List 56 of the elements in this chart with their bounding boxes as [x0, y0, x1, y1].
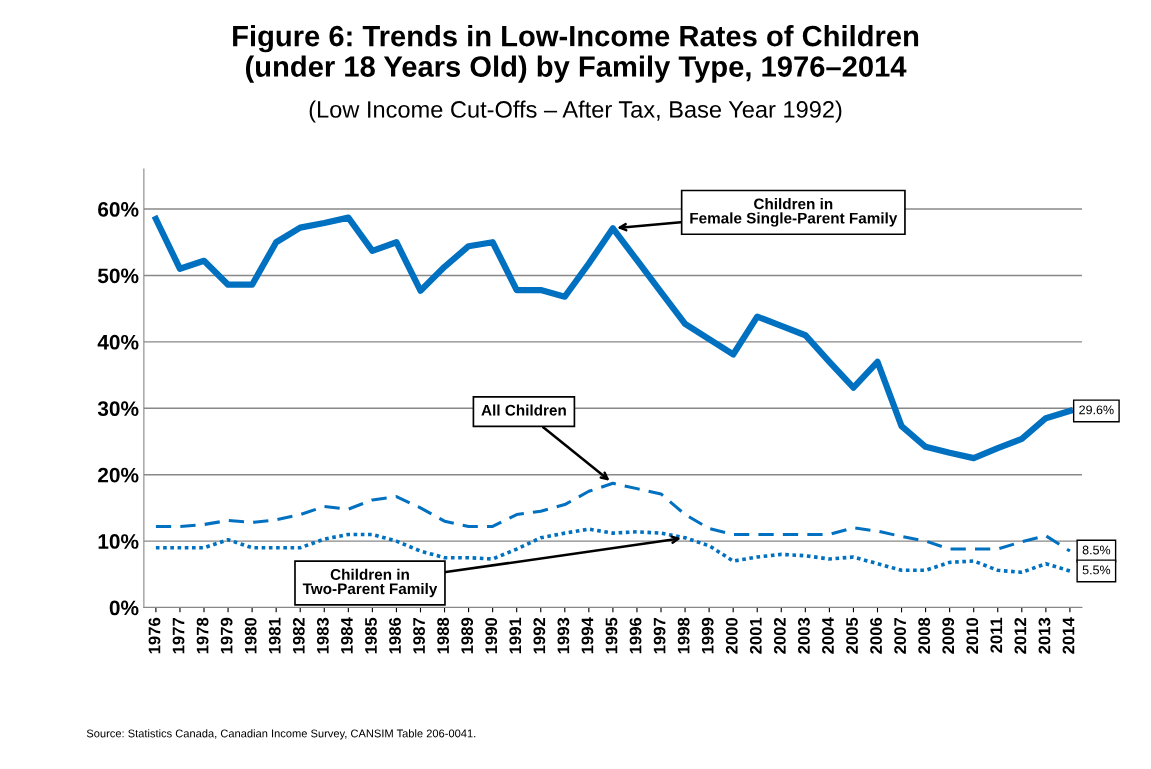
- x-tick-label: 2007: [894, 617, 907, 654]
- x-tick-label: 1980: [244, 617, 257, 654]
- annotation: Children in Female Single-Parent Family: [690, 198, 898, 227]
- line-series: [154, 481, 1072, 553]
- x-tick-label: 1991: [509, 617, 522, 654]
- y-tick-label: 10%: [98, 534, 139, 549]
- x-tick-label: 1986: [389, 617, 401, 654]
- x-tick-label: 1994: [581, 617, 594, 654]
- x-tick-label: 1981: [268, 617, 281, 654]
- x-tick-label: 2000: [725, 617, 738, 654]
- x-tick-label: 2009: [942, 617, 955, 654]
- x-tick-label: 2008: [918, 617, 931, 654]
- x-tick-label: 1985: [365, 617, 377, 654]
- x-tick-label: 1983: [316, 617, 329, 654]
- x-tick-label: 1997: [653, 617, 666, 654]
- data-label: 8.5%: [1082, 545, 1111, 555]
- x-tick-label: 1982: [292, 617, 305, 654]
- x-tick-label: 2006: [870, 617, 882, 654]
- x-tick-label: 1977: [172, 617, 185, 654]
- x-tick-label: 1993: [557, 617, 570, 654]
- x-tick-label: 1995: [605, 617, 618, 654]
- x-tick-label: 2013: [1038, 617, 1051, 654]
- y-tick-label: 40%: [97, 334, 139, 350]
- y-tick-label: 50%: [97, 268, 139, 284]
- x-tick-label: 1992: [533, 617, 546, 654]
- x-tick-label: 1984: [341, 617, 353, 654]
- x-tick-label: 2011: [990, 617, 1003, 653]
- y-tick-label: 60%: [98, 202, 139, 217]
- x-tick-label: 2005: [846, 617, 858, 654]
- x-tick-label: 1988: [437, 617, 450, 654]
- source-note: Source: Statistics Canada, Canadian Income Survey, CANSIM Table 206-0041.: [86, 729, 476, 740]
- x-tick-label: 1996: [629, 617, 642, 654]
- x-tick-label: 2001: [749, 617, 762, 654]
- x-tick-label: 2014: [1062, 617, 1075, 654]
- x-tick-label: 1998: [677, 617, 690, 654]
- data-label: 29.6%: [1079, 405, 1114, 415]
- data-label: 5.5%: [1082, 565, 1111, 575]
- annotation: Children in Two-Parent Family: [302, 568, 438, 598]
- annotation: All Children: [481, 404, 566, 416]
- x-tick-label: 2004: [822, 617, 834, 654]
- y-tick-label: 20%: [98, 467, 139, 483]
- chart-subtitle: (Low Income Cut-Offs – After Tax, Base Year 1992): [309, 100, 842, 123]
- x-tick-label: 1987: [413, 617, 425, 654]
- x-tick-label: 1979: [220, 617, 233, 654]
- y-tick-label: 0%: [109, 600, 139, 616]
- y-tick-label: 30%: [97, 401, 139, 417]
- x-tick-label: 2010: [966, 617, 979, 654]
- x-tick-label: 2003: [798, 617, 810, 654]
- chart-title: Figure 6: Trends in Low-Income Rates of Children (under 18 Years Old) by Family Type, 1976–2014: [233, 24, 919, 83]
- x-tick-label: 2012: [1014, 617, 1027, 654]
- x-tick-label: 2002: [773, 617, 786, 654]
- x-tick-label: 1978: [196, 617, 209, 654]
- x-tick-label: 1989: [461, 617, 474, 654]
- x-tick-label: 1999: [701, 617, 714, 654]
- x-tick-label: 1990: [485, 617, 498, 654]
- x-tick-label: 1976: [148, 617, 161, 654]
